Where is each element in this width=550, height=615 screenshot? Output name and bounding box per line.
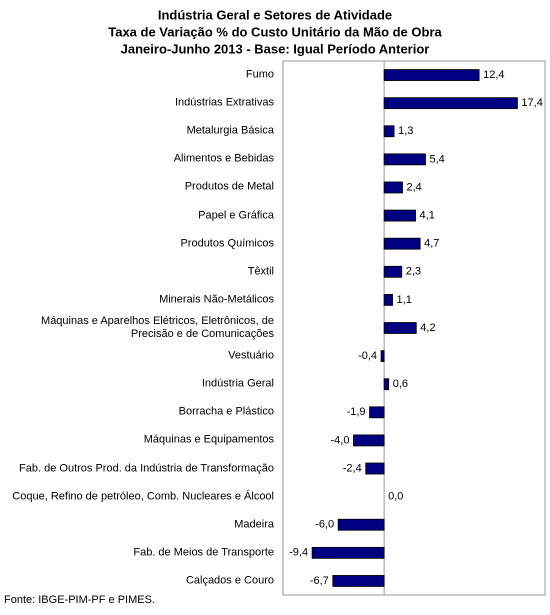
category-label: Minerais Não-Metálicos [159, 293, 274, 306]
bar [311, 546, 385, 559]
category-label: Calçados e Couro [185, 574, 274, 587]
category-label: Indústrias Extrativas [174, 96, 274, 109]
bar [383, 125, 395, 138]
value-label: 0,0 [388, 491, 403, 503]
value-label: -6,0 [315, 519, 334, 531]
category-label: Fab. de Meios de Transporte [133, 546, 274, 559]
value-label: -2,4 [343, 462, 362, 474]
value-label: -1,9 [347, 406, 366, 418]
title-line: Indústria Geral e Setores de Atividade [158, 7, 392, 22]
value-label: 2,3 [406, 266, 421, 278]
bar [383, 322, 417, 334]
bar [332, 575, 385, 587]
category-label: Fab. de Outros Prod. da Indústria de Tra… [19, 462, 274, 475]
category-label: Indústria Geral [201, 377, 274, 390]
value-label: -6,7 [310, 575, 329, 587]
bar [383, 265, 403, 278]
category-label: Máquinas e Aparelhos Elétricos, Eletrôni… [41, 315, 274, 340]
category-label: Alimentos e Bebidas [173, 152, 274, 165]
value-label: -9,4 [289, 547, 308, 559]
plot-frame [282, 60, 546, 596]
bar [383, 69, 480, 81]
value-label: 1,1 [397, 294, 412, 306]
value-label: 2,4 [407, 181, 422, 193]
category-label: Máquinas e Equipamentos [143, 433, 274, 446]
bar [383, 153, 426, 166]
category-label: Fumo [245, 68, 274, 81]
category-label: Coque, Refino de petróleo, Comb. Nuclear… [12, 490, 274, 503]
bar [337, 518, 385, 531]
value-label: 4,7 [424, 238, 439, 250]
value-label: 4,1 [420, 209, 435, 221]
category-label: Têxtil [247, 265, 274, 278]
category-label: Borracha e Plástico [178, 405, 274, 418]
value-label: 4,2 [420, 322, 435, 334]
value-label: 1,3 [398, 125, 413, 137]
category-label: Papel e Gráfica [198, 209, 274, 222]
value-label: 5,4 [429, 153, 444, 165]
title-line: Taxa de Variação % do Custo Unitário da … [108, 24, 442, 39]
value-label: 12,4 [483, 69, 504, 81]
bar [383, 97, 518, 110]
bar [383, 181, 403, 194]
bar [383, 293, 393, 306]
bar [353, 434, 385, 447]
bar [383, 209, 416, 222]
category-label: Madeira [234, 518, 274, 531]
category-label: Produtos de Metal [184, 180, 274, 193]
category-label: Metalurgia Básica [186, 124, 274, 137]
value-label: 0,6 [393, 378, 408, 390]
category-label: Produtos Químicos [180, 237, 274, 250]
bar [380, 350, 385, 363]
bar [383, 237, 421, 250]
bar [383, 378, 390, 391]
bar [365, 462, 385, 475]
source-note: Fonte: IBGE-PIM-PF e PIMES. [4, 594, 155, 606]
value-label: -0,4 [358, 350, 377, 362]
category-label: Vestuário [228, 349, 274, 362]
value-label: 17,4 [521, 97, 542, 109]
bar [369, 406, 385, 419]
value-label: -4,0 [331, 434, 350, 446]
title-line: Janeiro-Junho 2013 - Base: Igual Período… [121, 41, 430, 56]
